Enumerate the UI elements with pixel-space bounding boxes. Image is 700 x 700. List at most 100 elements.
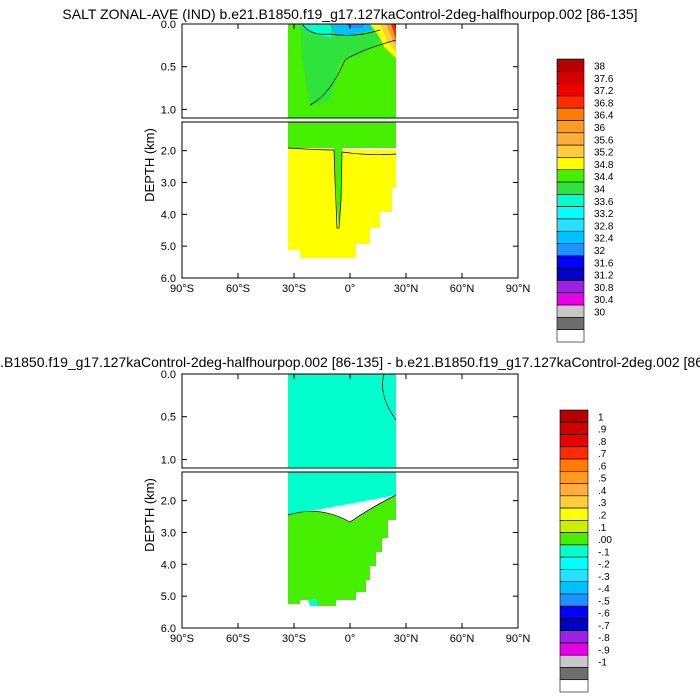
colorbar-label: .3 [598, 498, 607, 509]
y-tick-label: 5.0 [161, 241, 176, 253]
y-tick-label: 6.0 [161, 623, 176, 635]
colorbar-label: -.7 [598, 621, 610, 632]
colorbar-swatch [556, 107, 585, 121]
colorbar-label: 31.2 [594, 271, 614, 282]
colorbar-label: 36 [594, 123, 606, 134]
salinity-field-upper [288, 23, 397, 118]
colorbar-label: .2 [598, 511, 607, 522]
colorbar-swatch [559, 483, 589, 497]
y-tick-label: 0.5 [161, 412, 176, 424]
y-tick-label: 1.0 [161, 454, 176, 466]
salinity-panel: SALT ZONAL-AVE (IND) b.e21.B1850.f19_g17… [62, 6, 638, 343]
colorbar-swatch [559, 630, 589, 644]
colorbar-swatch [556, 218, 585, 232]
colorbar-label: 30.4 [594, 295, 614, 306]
colorbar-label: -.5 [598, 596, 610, 607]
colorbar-swatch [559, 556, 589, 570]
colorbar-label: .5 [598, 474, 607, 485]
y-tick-label: 3.0 [161, 177, 176, 189]
colorbar-label: -.3 [598, 572, 610, 583]
y-tick-label: 2.0 [161, 146, 176, 158]
colorbar-label: 38 [594, 61, 606, 72]
colorbar-label: 37.6 [594, 74, 614, 85]
colorbar-label: .1 [598, 523, 607, 534]
x-tick-label: 60°N [450, 633, 475, 645]
colorbar-label: -.9 [598, 645, 610, 656]
colorbar-swatch [559, 544, 589, 558]
y-tick-label: 5.0 [161, 591, 176, 603]
y-tick-label: 4.0 [161, 559, 176, 571]
colorbar-swatch [559, 618, 589, 631]
colorbar-label: 1 [598, 412, 604, 423]
x-tick-label: 90°N [506, 633, 531, 645]
colorbar-swatch [559, 458, 589, 472]
colorbar-swatch [559, 654, 589, 668]
difference-field-lower [287, 472, 397, 606]
colorbar-label: 34.4 [594, 172, 614, 183]
upper-y-axis: 0.0 0.5 1.0 [161, 19, 518, 116]
colorbar-label: 34.8 [594, 160, 614, 171]
chart-title: b.e21.B1850.f19_g17.127kaControl-2deg-ha… [0, 354, 700, 370]
chart-title: SALT ZONAL-AVE (IND) b.e21.B1850.f19_g17… [62, 6, 637, 22]
x-tick-label: 30°S [282, 633, 306, 645]
colorbar: 1 .9.8.7.6 .5.4.3 .2.1.00-.1 -.2-.3-.4-.5 -.6… [559, 409, 612, 693]
colorbar-swatch [556, 329, 585, 343]
difference-field-upper [288, 373, 397, 468]
lower-y-axis: 2.0 3.0 4.0 5.0 6.0 [161, 496, 518, 635]
lower-y-axis: 2.0 3.0 4.0 5.0 6.0 [161, 146, 518, 285]
colorbar-label: 30 [594, 308, 606, 319]
colorbar-label: .9 [598, 425, 607, 436]
y-tick-label: 4.0 [161, 209, 176, 221]
colorbar-label: -.8 [598, 633, 610, 644]
y-tick-label: 0.5 [161, 62, 176, 74]
colorbar-swatch [559, 507, 589, 521]
colorbar-swatch [559, 446, 589, 460]
colorbar-swatch [559, 679, 589, 693]
colorbar-swatch [559, 520, 589, 533]
colorbar-swatch [556, 304, 585, 318]
x-tick-label: 30°N [394, 283, 419, 295]
colorbar-swatch [559, 667, 589, 681]
y-axis-label: DEPTH (km) [142, 128, 157, 202]
x-tick-label: 60°S [226, 633, 250, 645]
y-tick-label: 2.0 [161, 496, 176, 508]
x-tick-label: 0° [345, 283, 356, 295]
colorbar-swatch [556, 317, 585, 330]
difference-panel: b.e21.B1850.f19_g17.127kaControl-2deg-ha… [0, 354, 700, 693]
colorbar-label: .00 [598, 535, 612, 546]
colorbar-label: 36.8 [594, 98, 614, 109]
x-tick-label: 90°S [170, 283, 194, 295]
colorbar-swatch [559, 593, 589, 607]
colorbar-swatch [559, 434, 589, 448]
colorbar-label: 37.2 [594, 86, 614, 97]
colorbar-label: 30.8 [594, 283, 614, 294]
colorbar-label: 34 [594, 185, 606, 196]
colorbar-swatch [556, 194, 585, 207]
colorbar-label: 33.6 [594, 197, 614, 208]
colorbar-swatch [556, 71, 585, 84]
colorbar-label: 32.4 [594, 234, 614, 245]
y-tick-label: 1.0 [161, 104, 176, 116]
colorbar-swatch [556, 58, 585, 72]
colorbar-label: -.2 [598, 560, 610, 571]
colorbar-label: 35.6 [594, 135, 614, 146]
colorbar-swatch [556, 157, 585, 171]
colorbar-label: .8 [598, 437, 607, 448]
colorbar-label: .6 [598, 461, 607, 472]
colorbar-swatch [556, 83, 585, 97]
colorbar-swatch [556, 132, 585, 146]
y-axis-label: DEPTH (km) [142, 478, 157, 552]
colorbar-swatch [559, 532, 589, 546]
colorbar-swatch [556, 292, 585, 306]
x-tick-label: 90°N [506, 283, 531, 295]
y-tick-label: 0.0 [161, 19, 176, 31]
x-tick-label: 90°S [170, 633, 194, 645]
colorbar-label: 32.8 [594, 221, 614, 232]
colorbar-swatch [559, 495, 589, 509]
colorbar-swatch [559, 581, 589, 595]
x-tick-label: 30°N [394, 633, 419, 645]
y-tick-label: 6.0 [161, 273, 176, 285]
colorbar-label: -.6 [598, 609, 610, 620]
colorbar-label: -1 [598, 658, 607, 669]
